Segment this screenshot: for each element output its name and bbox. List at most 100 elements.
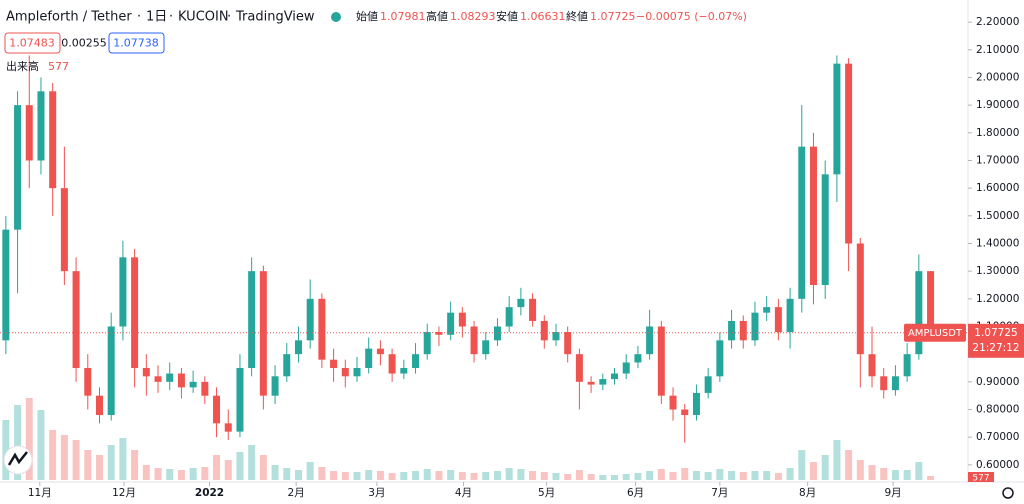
volume-bar [856,460,864,480]
volume-bar [786,468,794,480]
volume-bar [529,471,537,480]
volume-bar [37,410,45,480]
candle-body [318,298,326,360]
separator: · [169,10,173,25]
y-tick-label: 0.80000 [976,404,1019,416]
candle-body [119,257,127,327]
candle-body [248,271,256,369]
volume-bar [458,472,466,480]
x-tick-label: 4月 [455,487,472,499]
volume-bar [646,471,654,480]
volume-bar [119,438,127,480]
volume-bar [2,420,10,480]
candle-body [306,298,314,341]
x-tick-label: 2月 [288,487,305,499]
volume-bar [669,472,677,480]
candle-body [868,354,876,377]
price-tag [968,323,1024,358]
candle-body [751,312,759,341]
candle-body [540,320,548,341]
volume-bar [880,468,888,480]
candle-body [552,332,560,341]
candle-body [798,146,806,299]
volume-bar [611,475,619,480]
candle-body [821,174,829,285]
volume-bar [236,452,244,480]
candle-body [587,381,595,385]
y-tick-label: 1.80000 [976,127,1019,139]
y-tick-label: 0.60000 [976,459,1019,471]
candle-body [458,312,466,327]
ask-box[interactable] [108,32,165,54]
candle-body [166,373,174,382]
price-tag-countdown: 21:27:12 [972,342,1019,354]
y-tick-label: 0.70000 [976,431,1019,443]
ohlc-key: 安値 [496,9,518,23]
x-tick-label: 12月 [112,487,136,499]
candle-body [891,376,899,391]
candle-body [634,354,642,363]
ohlc-key: 終値 [566,9,588,23]
volume-bar [376,471,384,480]
candle-body [856,243,864,355]
y-tick-label: 1.60000 [976,182,1019,194]
quote: 1.07483 0.00255 1.07738 出来高 577 [4,32,165,73]
volume-bar [774,473,782,480]
x-tick-label: 6月 [627,487,644,499]
volume-bar [716,469,724,480]
ohlc-value: 1.08293 [450,10,496,23]
header: Ampleforth / Tether · 1日 · KUCOIN · Trad… [6,9,747,25]
y-tick-label: 2.10000 [976,44,1019,56]
y-tick-label: 2.00000 [976,71,1019,83]
candle-body [681,409,689,416]
volume-bar [107,445,115,480]
candle-body [400,368,408,374]
candle-body [833,63,841,175]
candle-body [728,320,736,341]
volume-bar [154,468,162,480]
volume-bar [692,471,700,480]
volume-bar [25,398,33,480]
candle-body [142,368,150,377]
volume-bar [84,450,92,480]
volume-bar [131,450,139,480]
volume-bar [435,471,443,480]
gear[interactable] [1002,487,1014,499]
volume-bar [259,455,267,480]
volume-bar [330,471,338,480]
candle-body [330,359,338,369]
volume-bar [868,465,876,480]
volume-bar [845,450,853,480]
volume-bar [306,462,314,480]
volume-bar [271,465,279,480]
tv-logo [3,445,33,475]
volume-title: 出来高 [6,59,39,73]
candle-body [564,332,572,355]
volume-bar [798,450,806,480]
volume-bar [564,474,572,480]
candle-body [201,381,209,396]
bid-box[interactable] [4,32,61,54]
candle-body [763,307,771,313]
y-tick-label: 1.90000 [976,99,1019,111]
candle-body [376,348,384,355]
volume-bar [681,468,689,480]
candle-body [72,271,80,369]
volume-bar [14,405,22,480]
volume-bar [891,470,899,480]
settings-icon[interactable] [1002,487,1014,499]
candle-body [845,63,853,244]
volume-bar [60,435,68,480]
ohlc-value: 1.06631 [520,10,566,23]
y-tick-label: 1.50000 [976,210,1019,222]
candle-body [388,354,396,374]
candle-body [505,307,513,327]
volume-bar [833,440,841,480]
candle-body [786,298,794,333]
x-tick-label: 9月 [884,487,901,499]
plot-area [2,55,935,480]
y-tick-label: 1.70000 [976,154,1019,166]
exchange: KUCOIN [178,10,229,25]
spread: 0.00255 [61,37,107,50]
